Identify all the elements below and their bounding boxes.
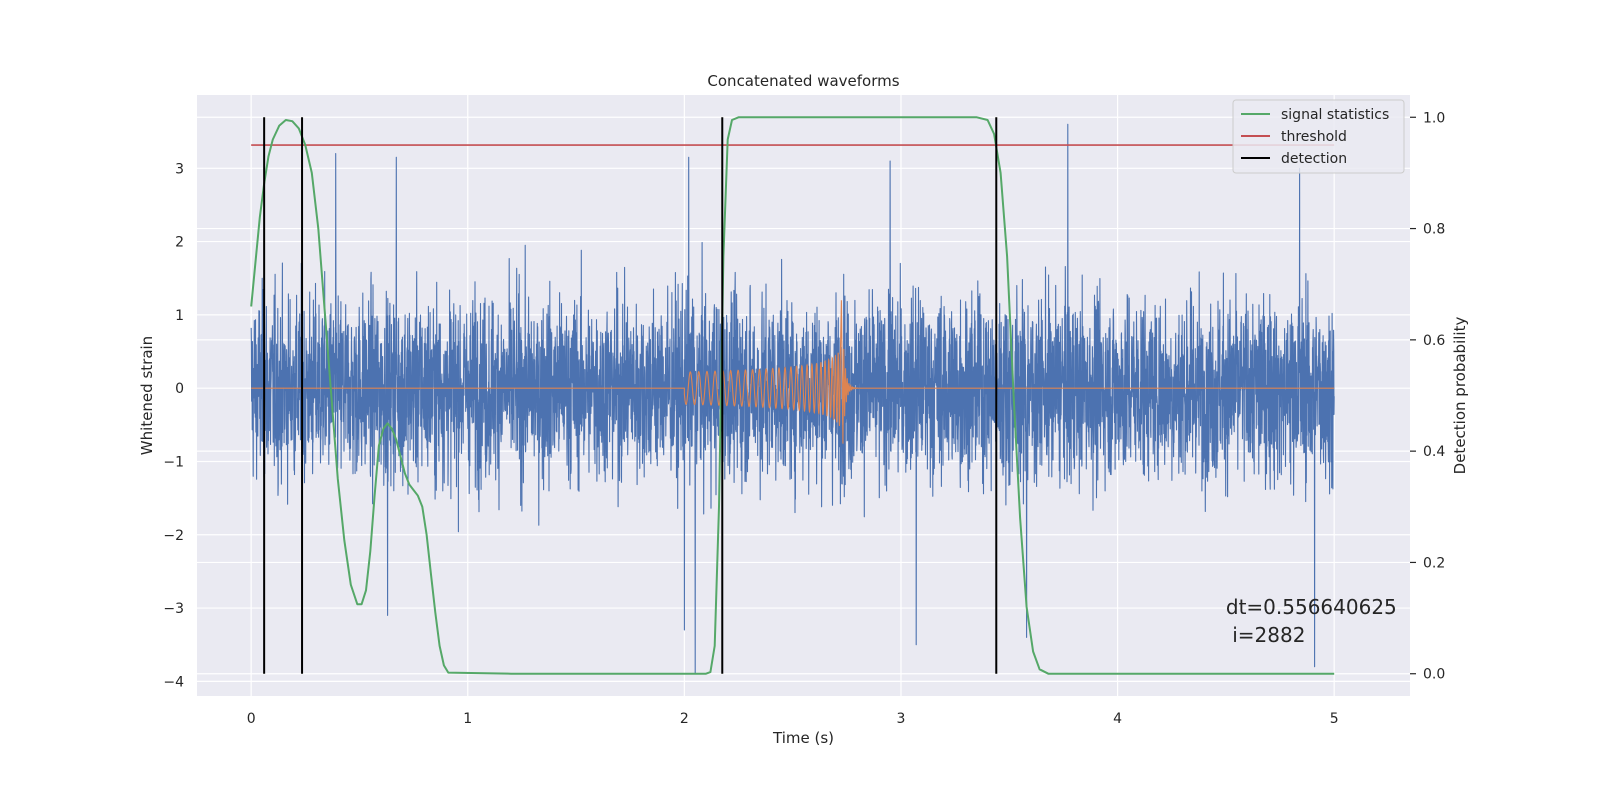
legend-label-detection: detection <box>1281 151 1347 167</box>
legend-label-signal-statistics: signal statistics <box>1281 107 1389 123</box>
y-tick-label: −3 <box>163 601 184 617</box>
y2-tick-label: 1.0 <box>1423 110 1445 126</box>
injected-waveform-line <box>251 300 1335 444</box>
y2-tick-label: 0.6 <box>1423 333 1445 349</box>
y-tick-label: 1 <box>175 308 184 324</box>
legend-box <box>1232 99 1405 174</box>
whitened-strain-series <box>250 123 1335 675</box>
legend: signal statistics threshold detection <box>1232 99 1405 174</box>
y-tick-label: −2 <box>163 528 184 544</box>
x-tick-label: 1 <box>463 711 472 727</box>
annotation-index: i=2882 <box>1226 623 1306 647</box>
y-tick-label: 0 <box>175 381 184 397</box>
y-tick-label: 2 <box>175 235 184 251</box>
whitened-strain-line <box>250 123 1335 675</box>
y2-axis-label: Detection probability <box>1451 317 1469 475</box>
y-tick-label: −4 <box>163 674 184 690</box>
legend-label-threshold: threshold <box>1281 129 1347 145</box>
axes: 0 1 2 3 4 5 −4 −3 −2 −1 0 1 2 3 0.0 0.2 0.4 0.6 0.8 1.0 <box>163 110 1445 727</box>
y2-tick-label: 0.4 <box>1423 444 1445 460</box>
y-tick-label: −1 <box>163 454 184 470</box>
signal-statistics-line <box>250 116 1335 675</box>
y2-tick-label: 0.0 <box>1423 667 1445 683</box>
y2-tick-label: 0.2 <box>1423 555 1445 571</box>
x-tick-label: 0 <box>247 711 256 727</box>
x-tick-label: 3 <box>897 711 906 727</box>
x-tick-label: 4 <box>1113 711 1122 727</box>
detection-series <box>263 117 998 674</box>
annotation-dt: dt=0.556640625 <box>1226 595 1397 619</box>
signal-statistics-series <box>250 116 1335 675</box>
y-axis-label: Whitened strain <box>138 336 156 455</box>
x-tick-label: 2 <box>680 711 689 727</box>
injected-waveform-series <box>251 300 1335 444</box>
x-tick-label: 5 <box>1330 711 1339 727</box>
x-axis-label: Time (s) <box>772 729 834 747</box>
y-tick-label: 3 <box>175 161 184 177</box>
y2-tick-label: 0.8 <box>1423 222 1445 238</box>
chart-title: Concatenated waveforms <box>707 72 899 90</box>
